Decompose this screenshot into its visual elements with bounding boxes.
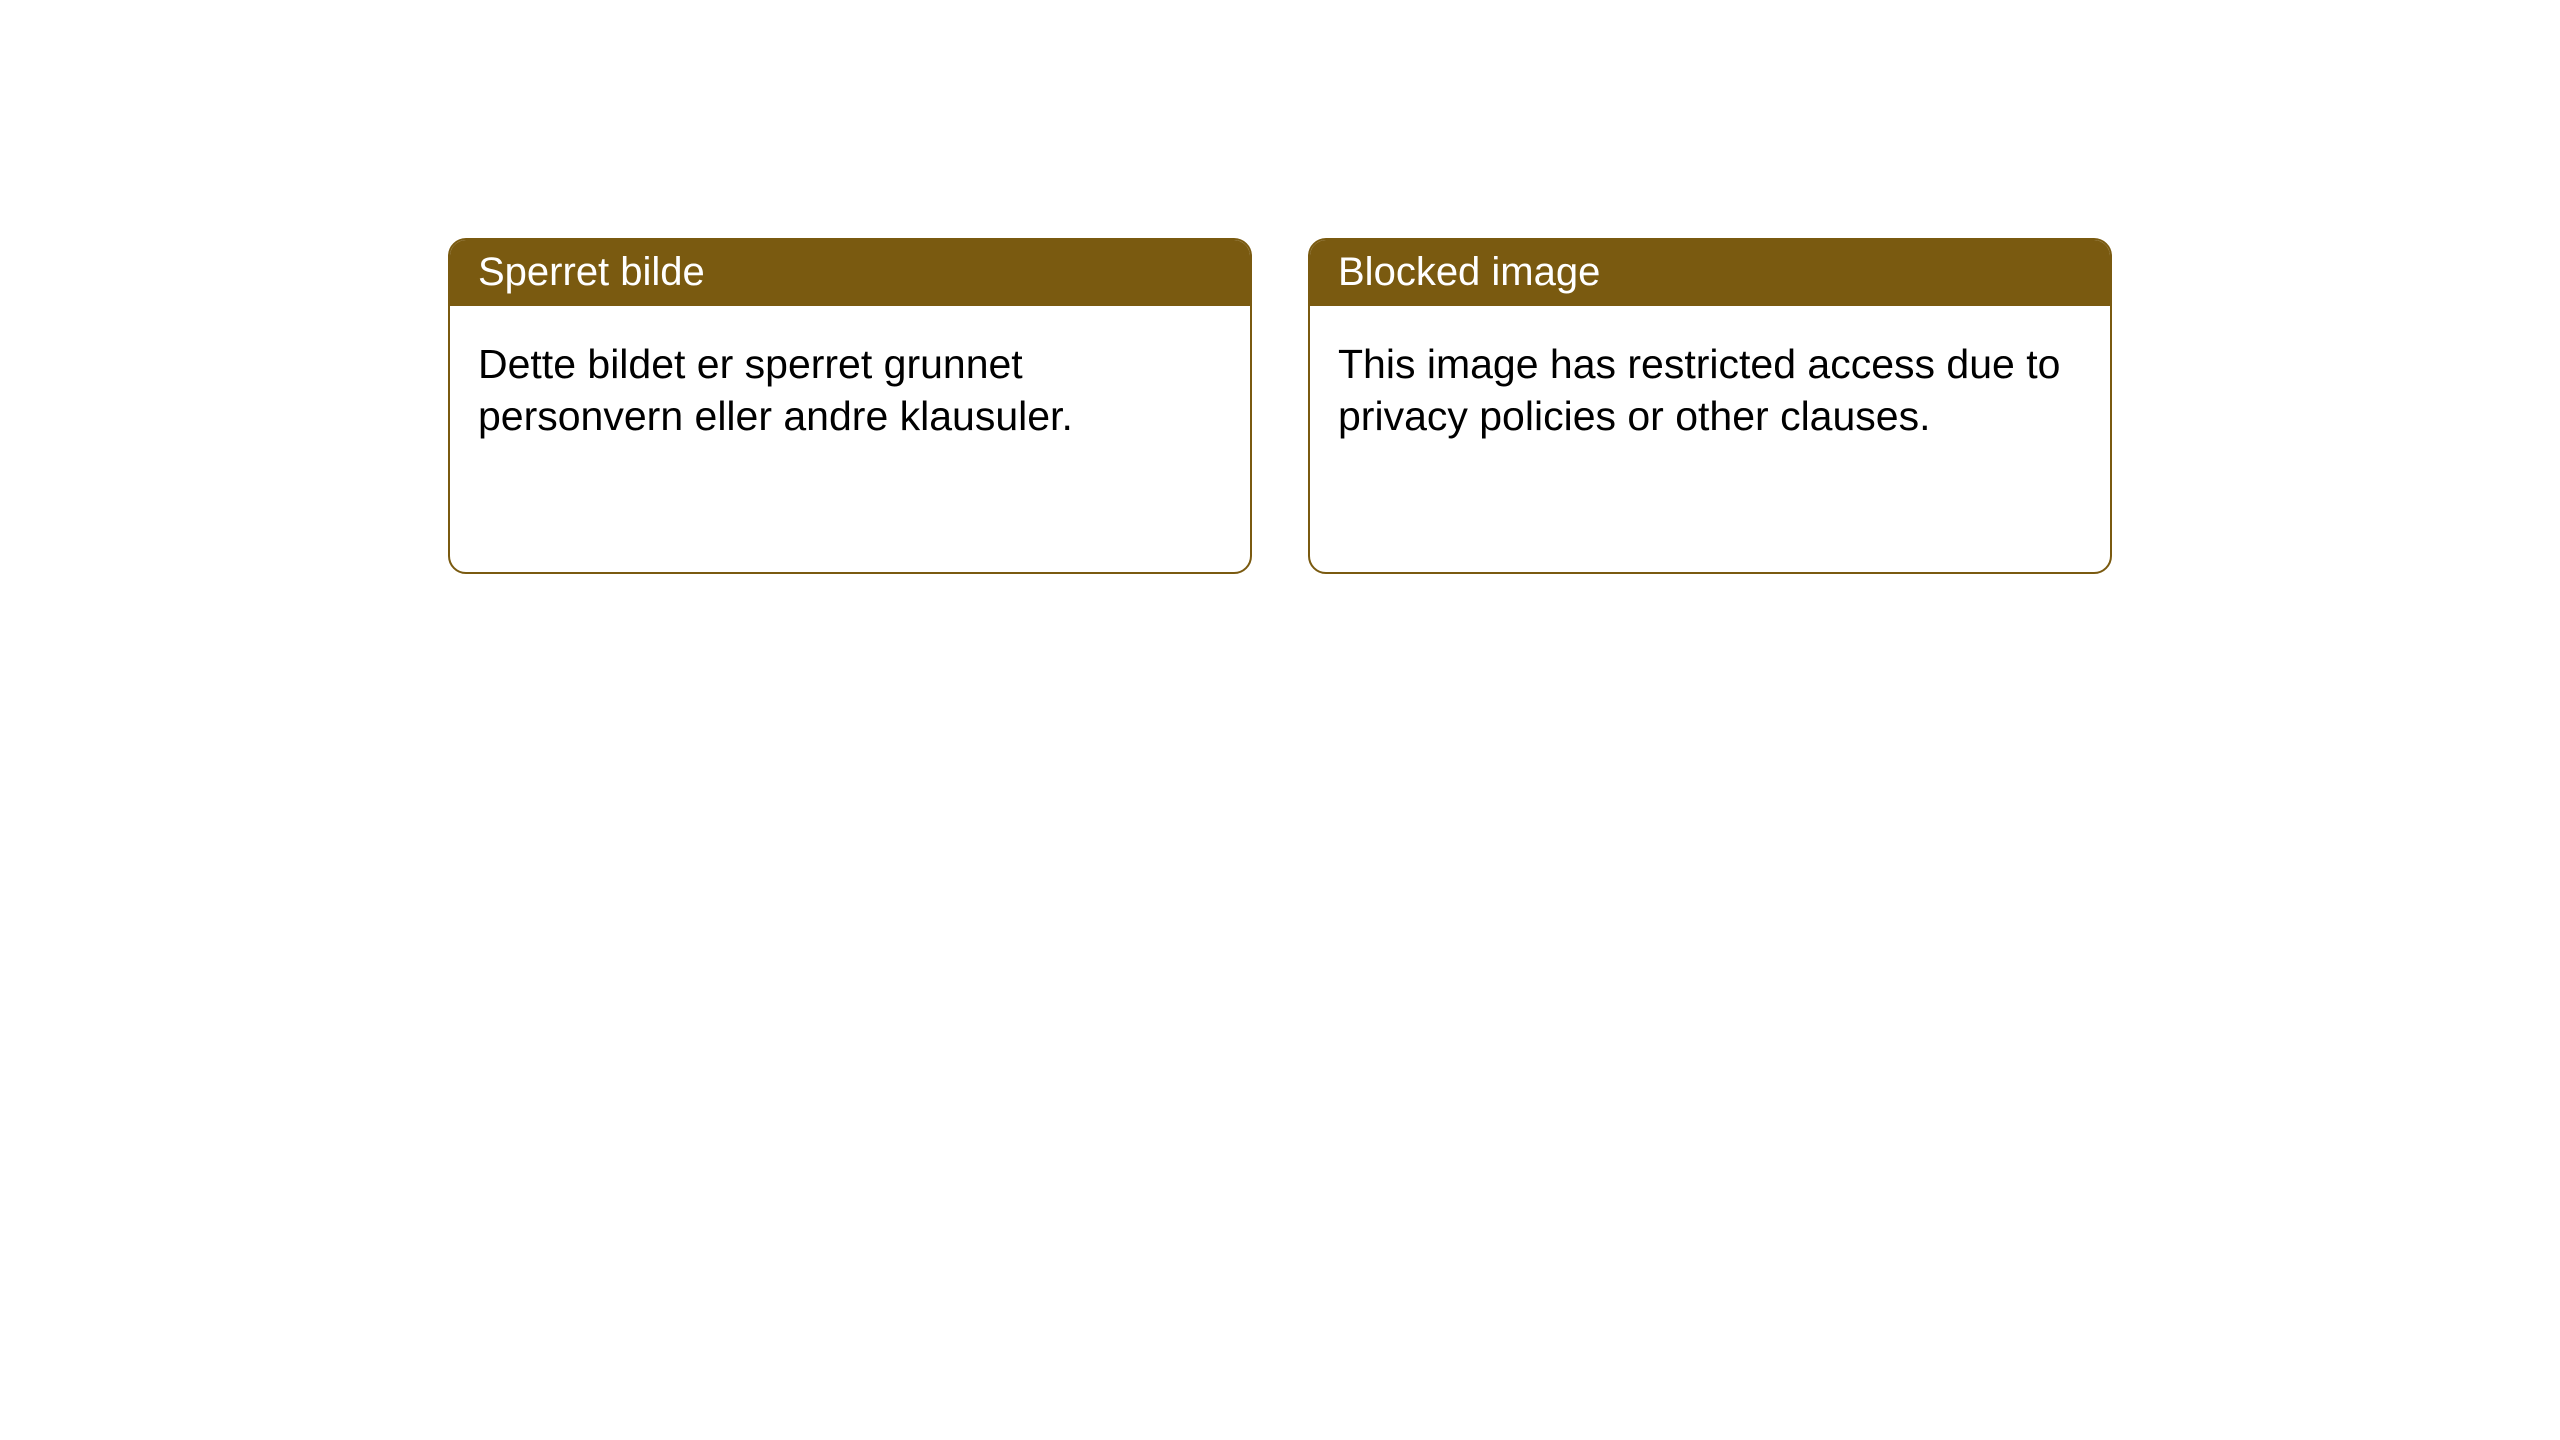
notice-body-text: Dette bildet er sperret grunnet personve… <box>478 341 1073 439</box>
notice-title: Blocked image <box>1338 250 1600 294</box>
notice-box-english: Blocked image This image has restricted … <box>1308 238 2112 574</box>
notice-body: Dette bildet er sperret grunnet personve… <box>450 306 1250 475</box>
notice-header: Sperret bilde <box>450 240 1250 306</box>
notice-body-text: This image has restricted access due to … <box>1338 341 2060 439</box>
notice-box-norwegian: Sperret bilde Dette bildet er sperret gr… <box>448 238 1252 574</box>
notice-header: Blocked image <box>1310 240 2110 306</box>
notice-title: Sperret bilde <box>478 250 705 294</box>
notice-body: This image has restricted access due to … <box>1310 306 2110 475</box>
notice-container: Sperret bilde Dette bildet er sperret gr… <box>448 238 2112 574</box>
